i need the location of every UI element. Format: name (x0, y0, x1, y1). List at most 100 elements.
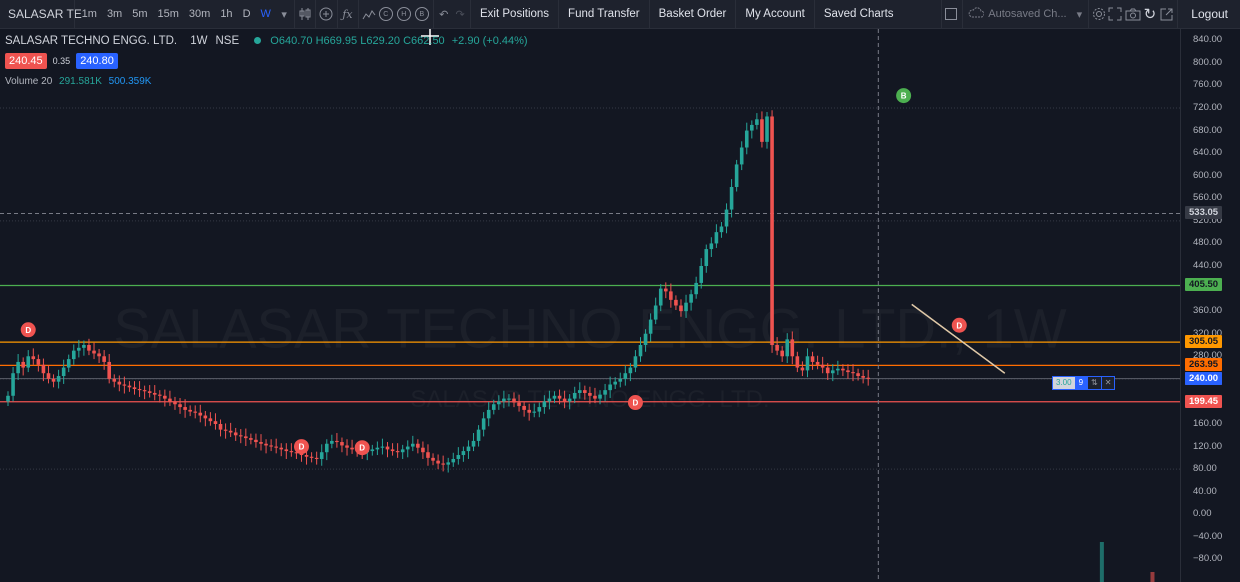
event-marker-d[interactable]: D (293, 439, 309, 455)
close-icon[interactable]: ✕ (1100, 377, 1115, 389)
event-marker-b[interactable]: B (896, 88, 912, 104)
candle-body (158, 394, 162, 396)
interval-w[interactable]: W (260, 8, 271, 20)
interval-d[interactable]: D (242, 8, 251, 20)
candle-body (147, 391, 152, 393)
candle-body (598, 394, 602, 399)
candle-body (168, 398, 172, 402)
circle-c-icon[interactable]: C (378, 7, 393, 21)
volume-ma-value: 500.359K (108, 76, 152, 87)
candle-body (370, 449, 375, 452)
popout-icon[interactable] (1159, 3, 1173, 25)
toolbar-button-group: Exit Positions Fund Transfer Basket Order M… (473, 0, 901, 29)
candle-body (861, 376, 865, 378)
price-tag: 405.50 (1185, 278, 1223, 292)
price-tag: 263.95 (1185, 358, 1223, 372)
price-chart[interactable]: SALASAR TECHNO ENGG. LTD., 1W SALASAR TEC… (0, 29, 1180, 582)
logout-button[interactable]: Logout (1191, 7, 1228, 21)
toolbar-divider (470, 0, 472, 29)
exit-positions-button[interactable]: Exit Positions (480, 8, 550, 20)
candle-body (532, 411, 537, 413)
interval-15m[interactable]: 15m (157, 8, 179, 20)
autosave-menu[interactable]: Autosaved Ch... ▾ (964, 7, 1086, 21)
candle-body (765, 116, 769, 142)
candle-body (385, 446, 390, 450)
saved-charts-button[interactable]: Saved Charts (823, 8, 894, 20)
candle-body (714, 232, 719, 244)
candle-body (436, 460, 440, 464)
candle-body (244, 436, 248, 439)
redo-icon[interactable]: ↷ (455, 8, 465, 21)
gear-icon[interactable] (1092, 3, 1106, 25)
candle-body (780, 350, 784, 357)
fund-transfer-button[interactable]: Fund Transfer (568, 8, 640, 20)
candle-body (704, 249, 709, 266)
compare-add-icon[interactable] (319, 3, 333, 25)
candle-body (31, 356, 36, 360)
event-marker-d[interactable]: D (951, 317, 967, 333)
candle-body (61, 367, 66, 377)
candle-body (309, 456, 314, 458)
buy-button[interactable]: 240.80 (76, 53, 118, 69)
candle-body (233, 432, 238, 436)
trend-line (911, 303, 1006, 374)
order-line-widget[interactable]: 3.00 9 ⇅ ✕ (1052, 376, 1116, 390)
candle-body (669, 291, 673, 300)
indicators-icon[interactable]: ƒx (342, 7, 353, 21)
candle-body (623, 373, 628, 379)
refresh-icon[interactable]: ↻ (1143, 6, 1157, 23)
candle-body (552, 395, 557, 399)
candle-body (593, 395, 597, 399)
templates-icon[interactable] (361, 3, 375, 25)
candle-body (279, 447, 284, 450)
candle-body (608, 384, 612, 391)
chart-legend: SALASAR TECHNO ENGG. LTD. 1W NSE O640.70… (5, 35, 528, 47)
drag-icon[interactable]: ⇅ (1087, 377, 1101, 389)
legend-change: +2.90 (+0.44%) (451, 35, 528, 47)
price-axis[interactable]: 840.00 800.00 760.00 720.00 680.00 640.00 600.… (1180, 29, 1240, 582)
candle-body (294, 452, 299, 454)
circle-h-icon[interactable]: H (396, 7, 411, 21)
price-tag: 240.00 (1185, 371, 1223, 385)
interval-3m[interactable]: 3m (106, 8, 123, 20)
symbol-search[interactable]: SALASAR TE (8, 7, 82, 21)
candle-body (426, 452, 430, 458)
candle-body (739, 147, 744, 165)
candle-body (709, 243, 714, 250)
fullscreen-icon[interactable] (1108, 3, 1122, 25)
candle-body (142, 390, 147, 392)
toolbar-divider (357, 0, 359, 29)
interval-1h[interactable]: 1h (220, 8, 233, 20)
sell-button[interactable]: 240.45 (5, 53, 47, 69)
candle-body (567, 398, 572, 402)
event-marker-d[interactable]: D (354, 440, 370, 456)
candle-body (102, 356, 106, 362)
candle-type-icon[interactable] (298, 3, 312, 25)
candle-body (112, 378, 117, 382)
toolbar-divider (1088, 0, 1089, 29)
my-account-button[interactable]: My Account (745, 8, 805, 20)
toolbar-divider (813, 0, 815, 29)
candle-body (46, 373, 51, 379)
event-marker-d[interactable]: D (20, 322, 36, 338)
candle-body (603, 390, 607, 395)
marker-label: D (633, 399, 639, 408)
volume-bar (1099, 542, 1104, 582)
toolbar-divider (315, 0, 317, 29)
event-marker-d[interactable]: D (627, 395, 643, 411)
axis-tick: 840.00 (1193, 34, 1223, 46)
basket-order-button[interactable]: Basket Order (658, 8, 727, 20)
camera-icon[interactable] (1125, 3, 1141, 25)
interval-30m[interactable]: 30m (188, 8, 211, 20)
interval-1m[interactable]: 1m (81, 8, 97, 20)
interval-5m[interactable]: 5m (132, 8, 148, 20)
candle-body (274, 446, 278, 448)
candle-body (517, 402, 521, 406)
candle-body (11, 373, 15, 396)
chevron-down-icon[interactable]: ▾ (281, 8, 287, 21)
fullscreen-checkbox-icon[interactable] (944, 3, 958, 25)
undo-icon[interactable]: ↶ (439, 8, 449, 21)
candle-body (6, 395, 10, 402)
circle-b-icon[interactable]: B (414, 7, 429, 21)
